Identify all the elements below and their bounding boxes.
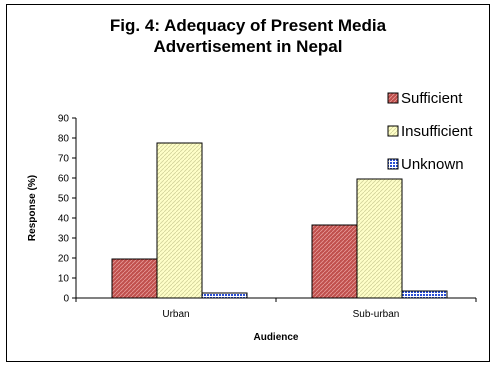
chart-title: Fig. 4: Adequacy of Present Media Advert… xyxy=(7,15,489,57)
bar-insufficient-urban xyxy=(156,142,203,299)
legend-swatch-unknown xyxy=(387,158,399,170)
legend-label-unknown: Unknown xyxy=(401,156,464,173)
chart-title-line-2: Advertisement in Nepal xyxy=(153,37,343,56)
x-tick-label: Sub-urban xyxy=(353,309,400,320)
bar-insufficient-sub-urban xyxy=(356,178,403,299)
legend-label-insufficient: Insufficient xyxy=(401,123,473,140)
axes: 0 10 20 30 40 50 60 70 80 90 Urban Sub-urban Audienc… xyxy=(27,114,477,343)
chart-frame: Fig. 4: Adequacy of Present Media Advert… xyxy=(6,4,490,362)
x-axis-title: Audience xyxy=(253,332,298,343)
chart-title-line-1: Fig. 4: Adequacy of Present Media xyxy=(109,16,387,35)
y-tick-label: 60 xyxy=(58,174,70,185)
legend-label-sufficient: Sufficient xyxy=(401,90,463,107)
bar-sufficient-urban xyxy=(111,258,158,299)
y-axis-title: Response (%) xyxy=(27,175,38,241)
y-tick-label: 0 xyxy=(63,294,69,305)
bar-sufficient-sub-urban xyxy=(311,224,358,299)
y-tick-label: 90 xyxy=(58,114,70,125)
y-tick-label: 40 xyxy=(58,214,70,225)
x-tick-label: Urban xyxy=(162,309,189,320)
y-tick-label: 50 xyxy=(58,194,70,205)
y-tick-label: 30 xyxy=(58,234,70,245)
legend-swatch-sufficient xyxy=(387,92,399,104)
bar-unknown-sub-urban xyxy=(401,290,448,299)
legend-swatch-insufficient xyxy=(387,125,399,137)
legend: Sufficient Insufficient Unknown xyxy=(387,90,473,173)
y-tick-label: 70 xyxy=(58,154,70,165)
y-tick-label: 10 xyxy=(58,274,70,285)
y-tick-label: 20 xyxy=(58,254,70,265)
bar-unknown-urban xyxy=(201,292,248,299)
bars xyxy=(111,142,448,299)
y-tick-label: 80 xyxy=(58,134,70,145)
